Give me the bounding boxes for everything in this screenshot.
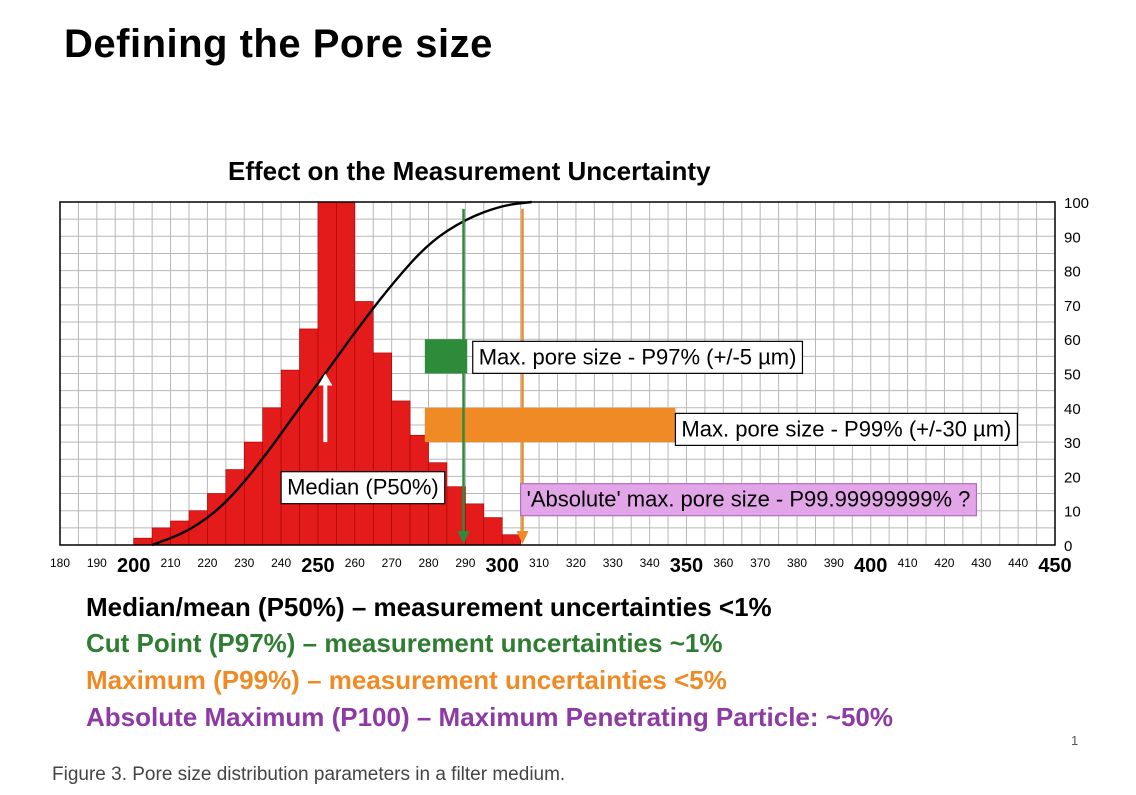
x-tick-label: 180	[50, 556, 70, 570]
x-tick-label: 250	[301, 555, 334, 577]
x-tick-label: 360	[713, 556, 733, 570]
x-tick-label: 260	[345, 556, 365, 570]
x-tick-label: 430	[971, 556, 991, 570]
y-tick-label: 80	[1064, 264, 1081, 281]
histogram-bar	[243, 441, 263, 546]
y-tick-label: 0	[1064, 538, 1072, 555]
median-arrowhead	[318, 373, 333, 386]
x-tick-label: 220	[197, 556, 217, 570]
x-tick-label: 390	[824, 556, 844, 570]
histogram-bar	[299, 328, 319, 546]
histogram-bar	[262, 407, 282, 546]
annotation-box	[280, 471, 446, 505]
legend-line: Maximum (P99%) – measurement uncertainti…	[86, 665, 727, 695]
annotation-box	[520, 483, 978, 517]
x-tick-label: 410	[898, 556, 918, 570]
x-tick-label: 350	[670, 555, 703, 577]
x-tick-label: 300	[486, 555, 519, 577]
legend-line: Median/mean (P50%) – measurement uncerta…	[86, 592, 772, 622]
x-tick-label: 270	[382, 556, 402, 570]
x-tick-label: 330	[603, 556, 623, 570]
histogram-bar	[465, 503, 485, 546]
x-tick-label: 190	[87, 556, 107, 570]
histogram-bar	[207, 493, 227, 546]
x-tick-label: 320	[566, 556, 586, 570]
x-tick-label: 240	[271, 556, 291, 570]
y-tick-label: 100	[1064, 195, 1089, 212]
annotation-box	[674, 412, 1018, 446]
legend-line: Absolute Maximum (P100) – Maximum Penetr…	[86, 702, 893, 732]
x-tick-label: 340	[640, 556, 660, 570]
figure-caption: Figure 3. Pore size distribution paramet…	[52, 764, 566, 785]
annotation-label: Max. pore size - P99% (+/-30 µm)	[681, 416, 1011, 441]
plot-frame	[59, 201, 1056, 546]
cumulative-curve	[151, 200, 532, 547]
annotation-label: Median (P50%)	[287, 475, 439, 500]
x-tick-label: 440	[1008, 556, 1028, 570]
x-tick-label: 310	[529, 556, 549, 570]
histogram-bar	[501, 534, 521, 546]
y-tick-label: 70	[1064, 298, 1081, 315]
percentile-arrowhead	[516, 531, 529, 544]
y-tick-label: 20	[1064, 469, 1081, 486]
histogram-bar	[483, 517, 503, 546]
y-tick-label: 30	[1064, 435, 1081, 452]
histogram-bar	[133, 537, 153, 546]
marker-box-p97	[424, 339, 468, 374]
annotation-box	[472, 340, 804, 374]
y-tick-label: 50	[1064, 367, 1081, 384]
page-number: 1	[1071, 733, 1079, 748]
legend-line: Cut Point (P97%) – measurement uncertain…	[86, 628, 723, 658]
annotation-label: Max. pore size - P97% (+/-5 µm)	[479, 344, 797, 369]
y-tick-label: 40	[1064, 401, 1081, 418]
x-tick-label: 280	[419, 556, 439, 570]
histogram-bar	[354, 301, 374, 546]
y-tick-label: 10	[1064, 504, 1081, 521]
y-tick-label: 60	[1064, 332, 1081, 349]
x-tick-label: 450	[1038, 555, 1071, 577]
marker-box-p99	[424, 407, 676, 443]
x-tick-label: 200	[117, 555, 150, 577]
y-tick-label: 90	[1064, 229, 1081, 246]
x-tick-label: 400	[854, 555, 887, 577]
annotation-label: 'Absolute' max. pore size - P99.99999999…	[527, 487, 971, 512]
chart-title: Effect on the Measurement Uncertainty	[228, 156, 711, 186]
x-tick-label: 230	[234, 556, 254, 570]
slide-title: Defining the Pore size	[64, 22, 493, 66]
x-tick-label: 420	[934, 556, 954, 570]
percentile-arrowhead	[457, 531, 470, 544]
histogram-bar	[225, 469, 245, 546]
x-tick-label: 210	[161, 556, 181, 570]
x-tick-label: 370	[750, 556, 770, 570]
histogram-bar	[372, 352, 392, 546]
x-tick-label: 380	[787, 556, 807, 570]
histogram-bar	[280, 369, 300, 546]
x-tick-label: 290	[455, 556, 475, 570]
